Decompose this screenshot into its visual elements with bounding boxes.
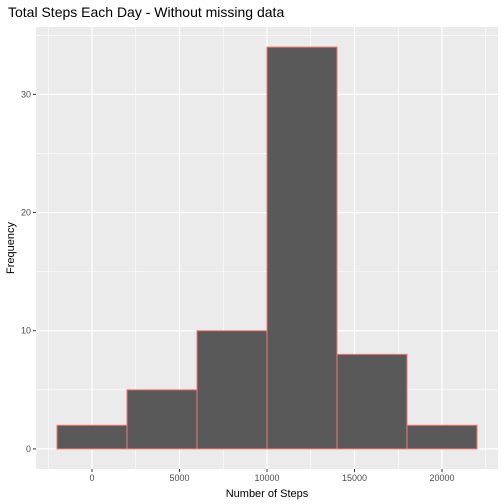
histogram-bars	[56, 46, 478, 450]
histogram-bar	[406, 424, 478, 450]
histogram-bar	[336, 353, 408, 450]
x-axis-label: Number of Steps	[226, 488, 309, 500]
y-axis-label: Frequency	[5, 222, 17, 274]
histogram-bar	[56, 424, 128, 450]
y-tick-label: 20	[21, 208, 31, 218]
x-tick-label: 0	[89, 473, 94, 483]
y-tick-label: 10	[21, 326, 31, 336]
chart-title: Total Steps Each Day - Without missing d…	[8, 4, 284, 20]
x-tick-label: 5000	[169, 473, 189, 483]
y-tick-label: 30	[21, 89, 31, 99]
x-tick-label: 15000	[342, 473, 367, 483]
x-tick-label: 10000	[254, 473, 279, 483]
y-axis: 0 10 20 30	[21, 89, 36, 454]
y-tick-label: 0	[26, 444, 31, 454]
histogram-bar	[126, 389, 198, 450]
x-axis: 0 5000 10000 15000 20000	[89, 469, 455, 483]
histogram-bar	[266, 46, 338, 450]
x-tick-label: 20000	[429, 473, 454, 483]
histogram-bar	[196, 330, 268, 450]
